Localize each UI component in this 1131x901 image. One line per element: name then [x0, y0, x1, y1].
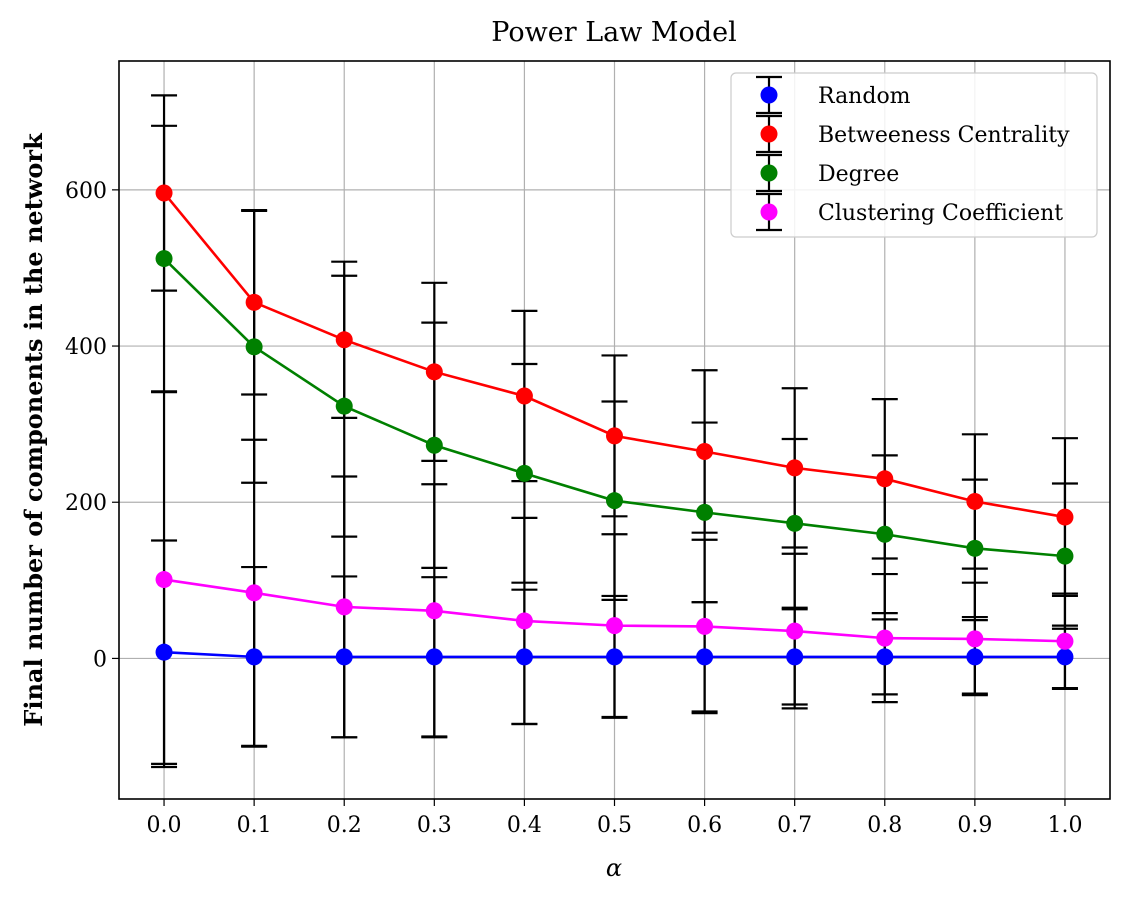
- data-point: [425, 648, 443, 666]
- chart-title: Power Law Model: [491, 17, 736, 48]
- data-point: [696, 503, 714, 521]
- data-point: [606, 648, 623, 666]
- legend-label: Betweeness Centrality: [818, 123, 1070, 148]
- data-point: [786, 459, 804, 477]
- legend-marker: [760, 86, 778, 104]
- legend-label: Clustering Coefficient: [818, 201, 1063, 226]
- data-point: [155, 643, 173, 661]
- data-point: [425, 363, 443, 381]
- data-point: [966, 492, 984, 510]
- data-point: [245, 338, 263, 356]
- y-tick-label: 400: [65, 335, 107, 360]
- data-point: [696, 617, 714, 635]
- legend-label: Degree: [818, 162, 899, 187]
- data-point: [515, 464, 533, 482]
- data-point: [245, 293, 263, 311]
- x-tick-label: 0.5: [597, 813, 632, 838]
- data-point: [155, 184, 173, 202]
- x-tick-label: 1.0: [1047, 813, 1082, 838]
- x-tick-label: 0.0: [147, 813, 182, 838]
- data-point: [786, 622, 804, 640]
- x-tick-label: 0.3: [417, 813, 452, 838]
- data-point: [966, 630, 984, 648]
- y-tick-label: 200: [65, 491, 107, 516]
- legend-label: Random: [818, 84, 911, 109]
- y-axis-label: Final number of components in the networ…: [19, 132, 48, 727]
- x-tick-label: 0.2: [327, 813, 362, 838]
- data-point: [335, 598, 353, 616]
- data-point: [786, 514, 804, 532]
- data-point: [425, 602, 443, 620]
- y-tick-label: 0: [93, 647, 107, 672]
- series-points: [155, 184, 1074, 666]
- data-point: [696, 648, 714, 666]
- x-axis-label: α: [606, 854, 622, 882]
- data-point: [1056, 508, 1074, 526]
- y-axis-ticks: 0 200 400 600: [65, 179, 119, 672]
- data-point: [1056, 632, 1074, 650]
- legend: Random Betweeness Centrality Degree Cluster…: [730, 72, 1098, 238]
- data-point: [245, 584, 263, 602]
- data-point: [606, 492, 623, 510]
- x-tick-label: 0.7: [777, 813, 812, 838]
- data-point: [876, 629, 894, 647]
- legend-marker: [760, 203, 778, 221]
- data-point: [335, 397, 353, 415]
- data-point: [606, 617, 623, 635]
- data-point: [245, 648, 263, 666]
- legend-marker: [760, 125, 778, 143]
- data-point: [335, 648, 353, 666]
- legend-marker: [760, 164, 778, 182]
- y-tick-label: 600: [65, 179, 107, 204]
- x-tick-label: 0.6: [687, 813, 722, 838]
- data-point: [515, 387, 533, 405]
- data-point: [966, 539, 984, 557]
- data-point: [515, 648, 533, 666]
- x-tick-label: 0.1: [237, 813, 272, 838]
- data-point: [876, 470, 894, 488]
- data-point: [155, 571, 173, 589]
- data-point: [606, 427, 623, 445]
- data-point: [876, 525, 894, 543]
- data-point: [335, 331, 353, 349]
- data-point: [1056, 547, 1074, 565]
- x-tick-label: 0.8: [867, 813, 902, 838]
- data-point: [966, 648, 984, 666]
- data-point: [425, 436, 443, 454]
- data-point: [155, 250, 173, 268]
- data-point: [696, 442, 714, 460]
- data-point: [786, 648, 804, 666]
- x-axis-ticks: 0.0 0.1 0.2 0.3 0.4 0.5 0.6 0.7 0.8 0.9 1.0: [147, 799, 1082, 838]
- x-tick-label: 0.4: [507, 813, 542, 838]
- data-point: [515, 612, 533, 630]
- data-point: [876, 648, 894, 666]
- data-point: [1056, 648, 1074, 666]
- legend-box: [730, 72, 1098, 238]
- x-tick-label: 0.9: [957, 813, 992, 838]
